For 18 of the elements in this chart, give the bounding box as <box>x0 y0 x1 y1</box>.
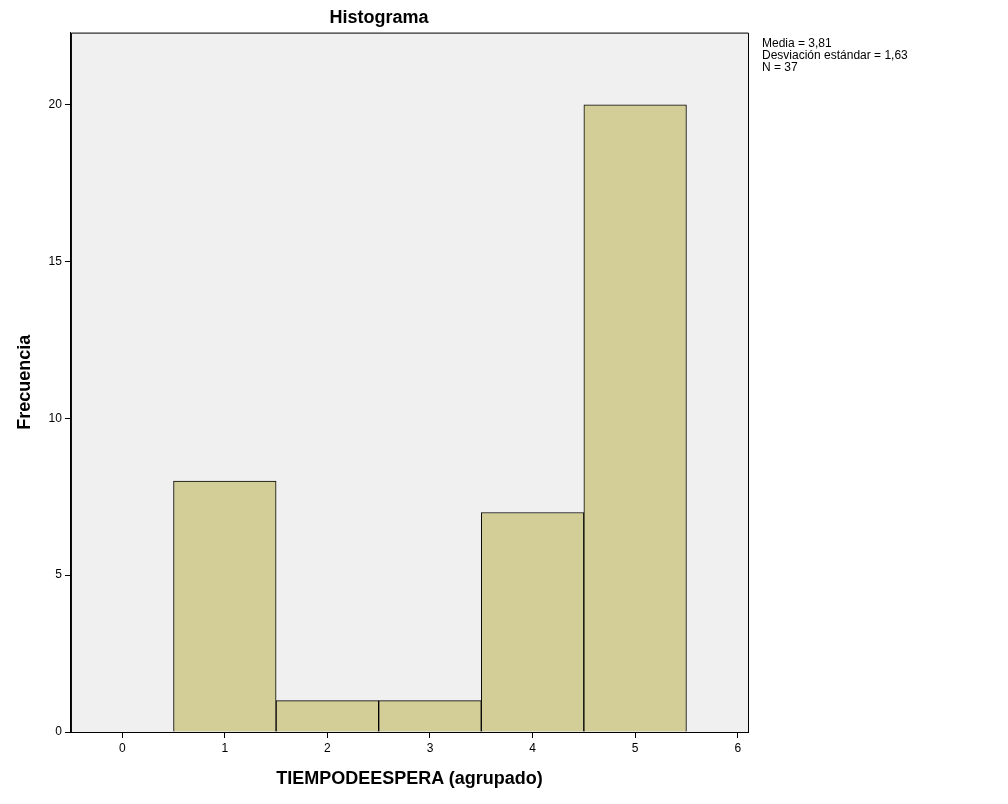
x-axis-title: TIEMPODEESPERA (agrupado) <box>276 768 543 789</box>
y-tick-label: 10 <box>48 410 63 425</box>
y-tick-label: 5 <box>55 567 63 582</box>
y-axis-title: Frecuencia <box>13 333 34 430</box>
text: Desviación estándar = 1,63 <box>762 47 909 62</box>
x-tick-label: 3 <box>426 740 434 755</box>
text: Media = 3,81 <box>762 35 833 50</box>
x-tick-label: 6 <box>734 740 742 755</box>
x-tick-label: 2 <box>324 740 332 755</box>
text: N = 37 <box>762 59 799 74</box>
x-tick-label: 0 <box>118 740 126 755</box>
chart-title: Histograma <box>329 6 430 27</box>
y-tick-label: 0 <box>55 724 63 739</box>
x-tick-label: 5 <box>631 740 639 755</box>
y-tick-label: 20 <box>48 97 63 112</box>
x-tick-label: 4 <box>529 740 537 755</box>
x-tick-label: 1 <box>221 740 229 755</box>
y-tick-label: 15 <box>48 253 63 268</box>
